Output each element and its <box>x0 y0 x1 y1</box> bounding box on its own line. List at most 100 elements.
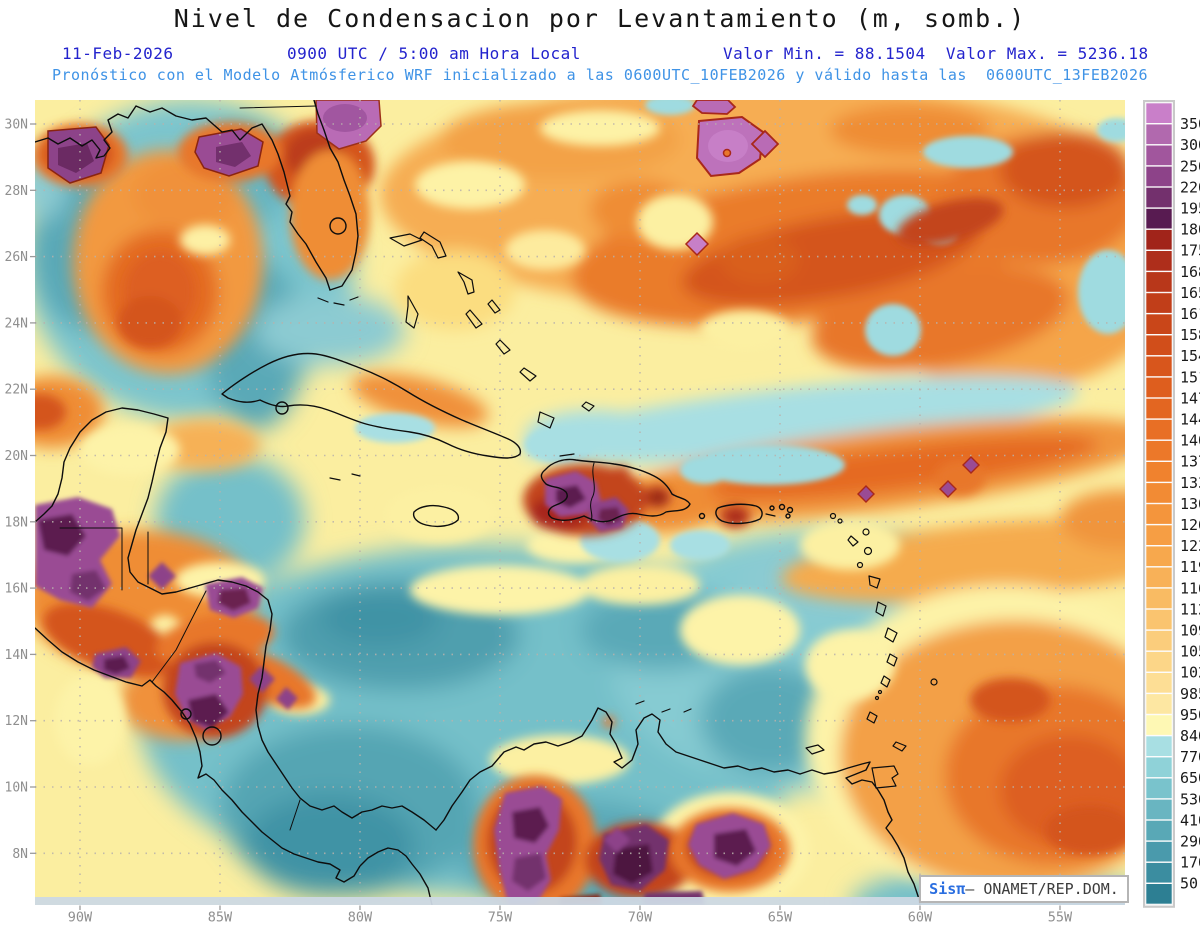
colorbar-segment <box>1146 398 1172 418</box>
colorbar-tick-label: 1335 <box>1180 474 1200 492</box>
colorbar-segment <box>1146 715 1172 735</box>
colorbar-tick-label: 1440 <box>1180 411 1200 429</box>
colorbar-segment <box>1146 546 1172 566</box>
colorbar-segment <box>1146 736 1172 756</box>
lon-label: 85W <box>208 910 233 926</box>
lon-label: 55W <box>1048 910 1073 926</box>
colorbar-segment <box>1146 441 1172 461</box>
lat-label: 22N <box>5 383 28 398</box>
lat-label: 30N <box>5 118 28 133</box>
colorbar-segment <box>1146 842 1172 862</box>
colorbar-segment <box>1146 272 1172 292</box>
lon-label: 75W <box>488 910 513 926</box>
colorbar-segment <box>1146 609 1172 629</box>
colorbar-segment <box>1146 778 1172 798</box>
colorbar-tick-label: 1475 <box>1180 389 1200 407</box>
colorbar-segment <box>1146 799 1172 819</box>
colorbar-tick-label: 170 <box>1180 854 1200 872</box>
colorbar-segment <box>1146 483 1172 503</box>
lat-label: 14N <box>5 648 28 663</box>
colorbar-tick-label: 1265 <box>1180 516 1200 534</box>
colorbar-segment <box>1146 757 1172 777</box>
lat-label: 28N <box>5 184 28 199</box>
colorbar-segment <box>1146 335 1172 355</box>
lat-label: 16N <box>5 582 28 597</box>
colorbar-segment <box>1146 420 1172 440</box>
colorbar: 3500 3000 2500 2200 1950 1800 1750 1685 1650 1615… <box>1144 101 1200 907</box>
lat-label: 12N <box>5 714 28 729</box>
colorbar-segment <box>1146 588 1172 608</box>
colorbar-tick-label: 1750 <box>1180 242 1200 260</box>
colorbar-tick-label: 2500 <box>1180 157 1200 175</box>
colorbar-tick-label: 1510 <box>1180 368 1200 386</box>
weather-map-page: Nivel de Condensacion por Levantamiento … <box>0 0 1200 927</box>
colorbar-segment <box>1146 820 1172 840</box>
colorbar-tick-label: 50 <box>1180 875 1198 893</box>
colorbar-tick-label: 1685 <box>1180 263 1200 281</box>
lcl-field <box>0 80 1200 927</box>
colorbar-segment <box>1146 314 1172 334</box>
watermark-brand: Sisπ <box>929 880 965 898</box>
watermark: Sisπ – ONAMET/REP.DOM. <box>919 875 1129 903</box>
colorbar-segment <box>1146 187 1172 207</box>
colorbar-tick-label: 950 <box>1180 706 1200 724</box>
colorbar-tick-label: 2200 <box>1180 178 1200 196</box>
colorbar-tick-label: 1405 <box>1180 432 1200 450</box>
colorbar-tick-label: 770 <box>1180 748 1200 766</box>
colorbar-tick-label: 530 <box>1180 790 1200 808</box>
lon-label: 60W <box>908 910 933 926</box>
colorbar-segment <box>1146 694 1172 714</box>
colorbar-segment <box>1146 884 1172 904</box>
colorbar-tick-label: 1580 <box>1180 326 1200 344</box>
colorbar-tick-label: 1090 <box>1180 622 1200 640</box>
colorbar-tick-label: 1650 <box>1180 284 1200 302</box>
colorbar-segment <box>1146 145 1172 165</box>
colorbar-segment <box>1146 462 1172 482</box>
lat-label: 8N <box>12 847 28 862</box>
colorbar-tick-label: 1800 <box>1180 221 1200 239</box>
colorbar-segment <box>1146 166 1172 186</box>
lat-label: 10N <box>5 781 28 796</box>
colorbar-segment <box>1146 124 1172 144</box>
colorbar-segment <box>1146 631 1172 651</box>
colorbar-tick-label: 985 <box>1180 685 1200 703</box>
colorbar-segment <box>1146 863 1172 883</box>
colorbar-tick-label: 1195 <box>1180 558 1200 576</box>
colorbar-segment <box>1146 673 1172 693</box>
lat-label: 26N <box>5 250 28 265</box>
colorbar-tick-label: 1545 <box>1180 347 1200 365</box>
colorbar-segment <box>1146 356 1172 376</box>
colorbar-segment <box>1146 251 1172 271</box>
weather-map: 30N 28N 26N 24N 22N 20N 18N 16N 14N 12N 10N 8N 90W 85… <box>0 0 1200 927</box>
colorbar-segment <box>1146 230 1172 250</box>
colorbar-segment <box>1146 103 1172 123</box>
lon-label: 65W <box>768 910 793 926</box>
colorbar-segment <box>1146 525 1172 545</box>
colorbar-segment <box>1146 377 1172 397</box>
colorbar-segment <box>1146 209 1172 229</box>
lat-label: 24N <box>5 316 28 331</box>
colorbar-tick-label: 1055 <box>1180 643 1200 661</box>
lon-label: 80W <box>348 910 373 926</box>
colorbar-tick-label: 840 <box>1180 727 1200 745</box>
colorbar-segment <box>1146 293 1172 313</box>
colorbar-tick-label: 1300 <box>1180 495 1200 513</box>
watermark-org: – ONAMET/REP.DOM. <box>965 880 1119 898</box>
colorbar-tick-label: 3000 <box>1180 136 1200 154</box>
colorbar-segment <box>1146 567 1172 587</box>
colorbar-tick-label: 3500 <box>1180 115 1200 133</box>
lat-label: 20N <box>5 449 28 464</box>
colorbar-tick-label: 1125 <box>1180 600 1200 618</box>
colorbar-tick-label: 650 <box>1180 769 1200 787</box>
colorbar-tick-label: 1950 <box>1180 200 1200 218</box>
colorbar-tick-label: 1020 <box>1180 664 1200 682</box>
lon-label: 90W <box>68 910 93 926</box>
colorbar-segment <box>1146 652 1172 672</box>
colorbar-tick-label: 290 <box>1180 833 1200 851</box>
colorbar-tick-label: 1160 <box>1180 579 1200 597</box>
colorbar-tick-label: 1370 <box>1180 453 1200 471</box>
lon-label: 70W <box>628 910 653 926</box>
colorbar-tick-label: 410 <box>1180 811 1200 829</box>
colorbar-tick-label: 1615 <box>1180 305 1200 323</box>
lat-label: 18N <box>5 515 28 530</box>
